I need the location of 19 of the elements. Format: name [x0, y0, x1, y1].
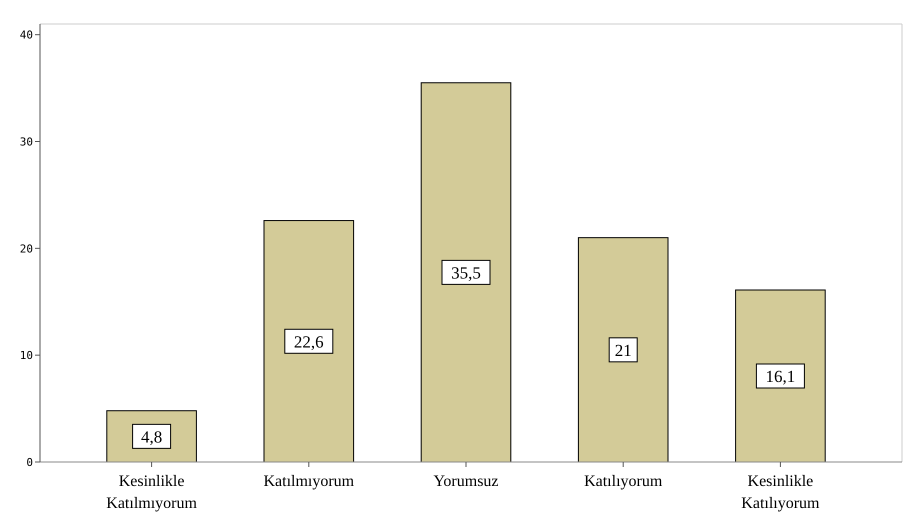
- bar: [578, 237, 668, 462]
- data-label: 16,1: [766, 367, 796, 386]
- data-label: 22,6: [294, 332, 324, 352]
- x-tick-label: Yorumsuz: [433, 473, 499, 490]
- y-tick-label: 30: [20, 136, 33, 149]
- bar: [735, 290, 826, 462]
- y-tick-label: 10: [20, 349, 33, 362]
- data-label: 35,5: [451, 263, 481, 282]
- y-tick-label: 20: [20, 242, 33, 256]
- x-tick-label: Katılıyorum: [584, 473, 663, 490]
- y-tick-label: 0: [26, 456, 33, 469]
- x-tick-label: Katılmıyorum: [263, 473, 355, 490]
- x-tick-label: Kesinlikle Katılmıyorum: [106, 473, 198, 512]
- y-tick-label: 40: [20, 28, 33, 42]
- data-label: 21: [614, 340, 632, 360]
- x-tick-label: Kesinlikle Katılıyorum: [741, 473, 820, 512]
- bar: [264, 220, 354, 462]
- bar: [420, 82, 512, 462]
- data-label: 4,8: [140, 427, 162, 446]
